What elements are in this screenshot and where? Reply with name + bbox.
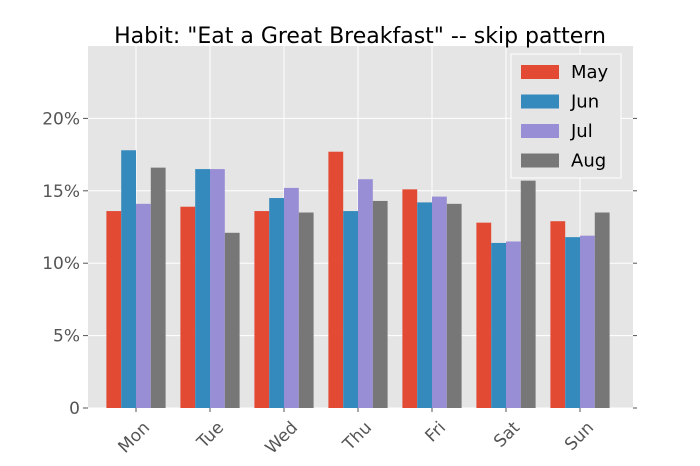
y-tick-label: 20% [42,109,80,129]
legend-label-jul: Jul [570,121,593,142]
legend-swatch-jul [521,124,559,138]
y-tick-label: 10% [42,254,80,274]
bar-aug-mon [150,167,166,408]
bar-jul-sun [580,235,595,408]
bar-jul-mon [136,203,151,408]
bar-jun-mon [121,150,136,409]
bar-may-sat [476,222,492,408]
bar-jul-tue [210,169,225,408]
x-tick-label: Thu [339,418,376,455]
x-tick-label: Tue [193,418,228,453]
bar-jun-thu [343,211,358,408]
y-tick-label: 15% [42,182,80,202]
bar-jun-sun [565,237,580,408]
bar-jul-fri [432,196,447,408]
bar-aug-sat [520,180,536,408]
legend-swatch-aug [521,153,559,168]
bar-aug-fri [446,203,462,408]
legend-label-aug: Aug [571,151,606,172]
bar-aug-sun [594,212,610,408]
bar-may-mon [106,211,122,408]
legend-swatch-may [521,65,559,79]
bar-aug-thu [372,200,388,408]
bar-jul-sat [506,241,521,408]
legend-label-may: May [571,62,609,83]
legend-swatch-jun [521,94,559,109]
bar-jun-tue [195,169,210,408]
bar-may-fri [402,189,418,408]
x-tick-label: Fri [422,418,450,446]
x-tick-label: Mon [115,418,154,457]
x-tick-label: Sun [561,418,598,455]
chart-title: Habit: "Eat a Great Breakfast" -- skip p… [114,24,606,49]
bar-jul-thu [358,179,373,408]
x-tick-label: Wed [262,418,302,458]
bar-aug-tue [224,232,240,408]
bar-jun-fri [417,202,432,408]
bar-aug-wed [298,212,314,408]
legend-label-jun: Jun [570,92,599,113]
legend: May Jun Jul Aug [510,53,622,179]
bar-jun-sat [491,242,506,408]
bar-may-tue [180,206,196,408]
x-tick-label: Sat [490,418,524,452]
bar-jul-wed [284,187,299,408]
bar-jun-wed [269,198,284,408]
y-tick-label: 5% [53,327,80,347]
bar-may-sun [550,221,566,408]
bars [106,150,610,409]
bar-may-thu [328,151,344,409]
bar-may-wed [254,211,270,408]
y-tick-label: 0 [69,399,80,419]
